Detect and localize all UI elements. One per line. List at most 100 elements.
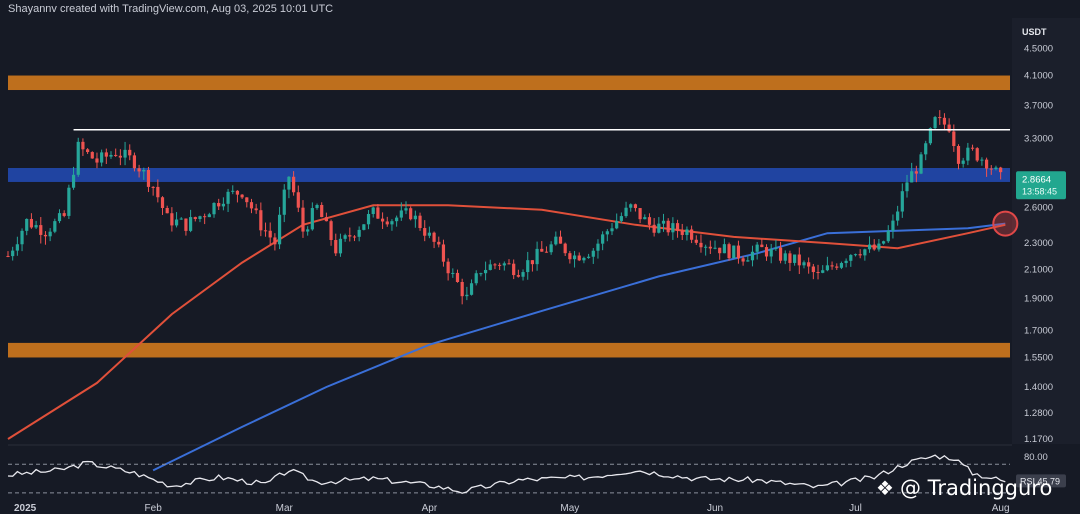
candle-body xyxy=(221,203,225,207)
zone-key-level xyxy=(8,168,1010,182)
candle-body xyxy=(952,131,956,147)
zone-upper-supply xyxy=(8,75,1010,91)
candle-body xyxy=(57,213,62,222)
candle-body xyxy=(896,211,900,221)
candle-body xyxy=(661,220,666,224)
candle-body xyxy=(395,217,399,222)
candle-body xyxy=(292,176,296,193)
candle-body xyxy=(535,248,539,265)
price-tick-label: 1.1700 xyxy=(1024,434,1053,445)
candle-body xyxy=(891,220,895,231)
candle-body xyxy=(596,243,600,251)
candle-body xyxy=(263,230,268,232)
candle-body xyxy=(427,232,432,236)
candle-body xyxy=(71,174,76,188)
candle-body xyxy=(984,159,989,169)
time-axis-label: May xyxy=(560,503,579,514)
candle-body xyxy=(980,159,984,161)
candle-body xyxy=(572,255,577,260)
marker-circle xyxy=(992,210,1019,237)
candle-body xyxy=(919,154,923,174)
time-axis-label: Feb xyxy=(145,503,163,514)
candle-body xyxy=(235,190,240,195)
candle-body xyxy=(432,232,436,242)
candle-body xyxy=(469,283,474,295)
candle-body xyxy=(282,189,286,215)
candle-body xyxy=(6,255,10,257)
candle-body xyxy=(558,236,563,244)
candle-body xyxy=(479,273,483,275)
candle-body xyxy=(975,148,979,161)
candle-body xyxy=(652,224,656,233)
candle-body xyxy=(409,208,413,220)
candle-body xyxy=(170,213,174,226)
candle-body xyxy=(863,249,867,256)
candle-body xyxy=(966,147,970,161)
moving-average-blue xyxy=(152,222,1006,472)
candle-body xyxy=(43,234,48,237)
candle-body xyxy=(727,244,731,259)
rsi-line xyxy=(7,454,1006,494)
candle-body xyxy=(320,204,324,218)
candle-body xyxy=(956,146,961,164)
candle-body xyxy=(928,128,933,144)
candle-body xyxy=(549,244,553,253)
candle-body xyxy=(203,216,207,218)
candle-body xyxy=(680,230,684,235)
candle-body xyxy=(352,236,357,238)
candle-body xyxy=(671,223,675,233)
price-axis-panel xyxy=(1012,18,1080,444)
candle-body xyxy=(85,149,90,153)
candle-body xyxy=(277,214,282,245)
candle-body xyxy=(48,231,52,237)
candle-body xyxy=(718,247,722,254)
candle-body xyxy=(970,147,975,149)
candle-body xyxy=(348,235,352,237)
candle-body xyxy=(586,256,591,258)
candle-body xyxy=(132,155,137,169)
candle-body xyxy=(329,221,333,241)
candle-body xyxy=(212,202,216,215)
candle-body xyxy=(399,210,403,218)
candle-body xyxy=(704,246,708,248)
candle-body xyxy=(446,261,450,274)
candle-body xyxy=(437,241,441,245)
candle-body xyxy=(793,254,797,263)
candle-body xyxy=(877,243,881,250)
candle-body xyxy=(512,263,516,276)
candle-body xyxy=(554,236,558,245)
candle-body xyxy=(404,208,408,211)
candle-body xyxy=(34,225,38,228)
candle-body xyxy=(418,215,422,229)
candle-body xyxy=(259,210,263,231)
candle-body xyxy=(254,208,258,211)
candle-body xyxy=(741,258,745,262)
candle-body xyxy=(853,254,858,256)
candle-body xyxy=(591,250,595,257)
candle-body xyxy=(39,225,43,235)
candle-body xyxy=(385,221,389,225)
candle-body xyxy=(310,208,314,230)
candle-body xyxy=(788,253,792,263)
candle-body xyxy=(811,266,815,273)
candle-body xyxy=(629,204,633,208)
price-unit[interactable]: USDT xyxy=(1022,27,1047,37)
candle-body xyxy=(830,265,834,267)
candle-body xyxy=(189,217,193,231)
candle-body xyxy=(90,152,94,159)
price-tick-label: 3.3000 xyxy=(1024,133,1053,144)
price-tick-label: 4.1000 xyxy=(1024,71,1053,82)
candle-body xyxy=(357,229,361,237)
candle-body xyxy=(942,117,947,125)
candle-body xyxy=(390,221,394,225)
candle-body xyxy=(577,255,581,261)
candle-body xyxy=(610,228,614,232)
candle-body xyxy=(193,217,197,220)
candle-body xyxy=(657,223,661,233)
candle-body xyxy=(568,253,572,260)
binance-diamond-icon: ❖ xyxy=(876,476,894,500)
price-tick-label: 1.9000 xyxy=(1024,293,1053,304)
candle-body xyxy=(441,244,446,262)
candle-body xyxy=(844,260,848,264)
